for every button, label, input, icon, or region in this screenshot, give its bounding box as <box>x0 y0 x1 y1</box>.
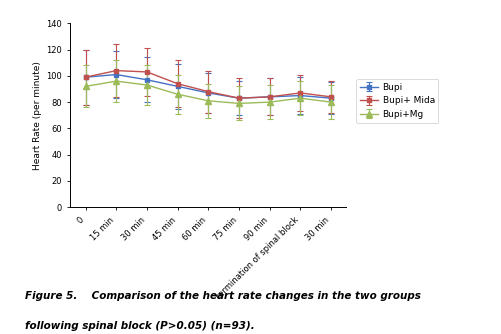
Text: Figure 5.: Figure 5. <box>25 291 77 301</box>
Text: Comparison of the heart rate changes in the two groups: Comparison of the heart rate changes in … <box>88 291 420 301</box>
Legend: Bupi, Bupi+ Mida, Bupi+Mg: Bupi, Bupi+ Mida, Bupi+Mg <box>356 79 437 123</box>
Text: following spinal block (P>0.05) (n=93).: following spinal block (P>0.05) (n=93). <box>25 321 255 331</box>
Y-axis label: Heart Rate (per minute): Heart Rate (per minute) <box>33 61 42 170</box>
